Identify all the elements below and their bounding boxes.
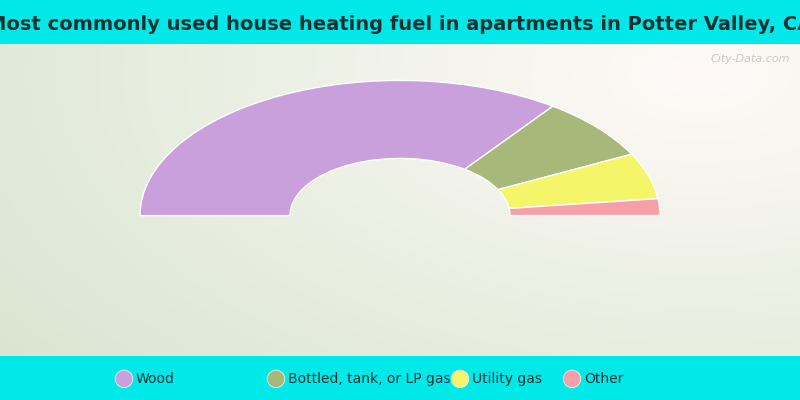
- Text: Wood: Wood: [136, 372, 175, 386]
- Text: City-Data.com: City-Data.com: [710, 54, 790, 64]
- Wedge shape: [465, 106, 632, 190]
- Text: Most commonly used house heating fuel in apartments in Potter Valley, CA: Most commonly used house heating fuel in…: [0, 15, 800, 34]
- Text: Utility gas: Utility gas: [472, 372, 542, 386]
- Wedge shape: [498, 154, 658, 208]
- Ellipse shape: [267, 370, 285, 388]
- Text: Bottled, tank, or LP gas: Bottled, tank, or LP gas: [288, 372, 450, 386]
- Ellipse shape: [563, 370, 581, 388]
- Text: Other: Other: [584, 372, 623, 386]
- Wedge shape: [140, 80, 553, 216]
- Ellipse shape: [115, 370, 133, 388]
- Ellipse shape: [451, 370, 469, 388]
- Wedge shape: [509, 199, 660, 216]
